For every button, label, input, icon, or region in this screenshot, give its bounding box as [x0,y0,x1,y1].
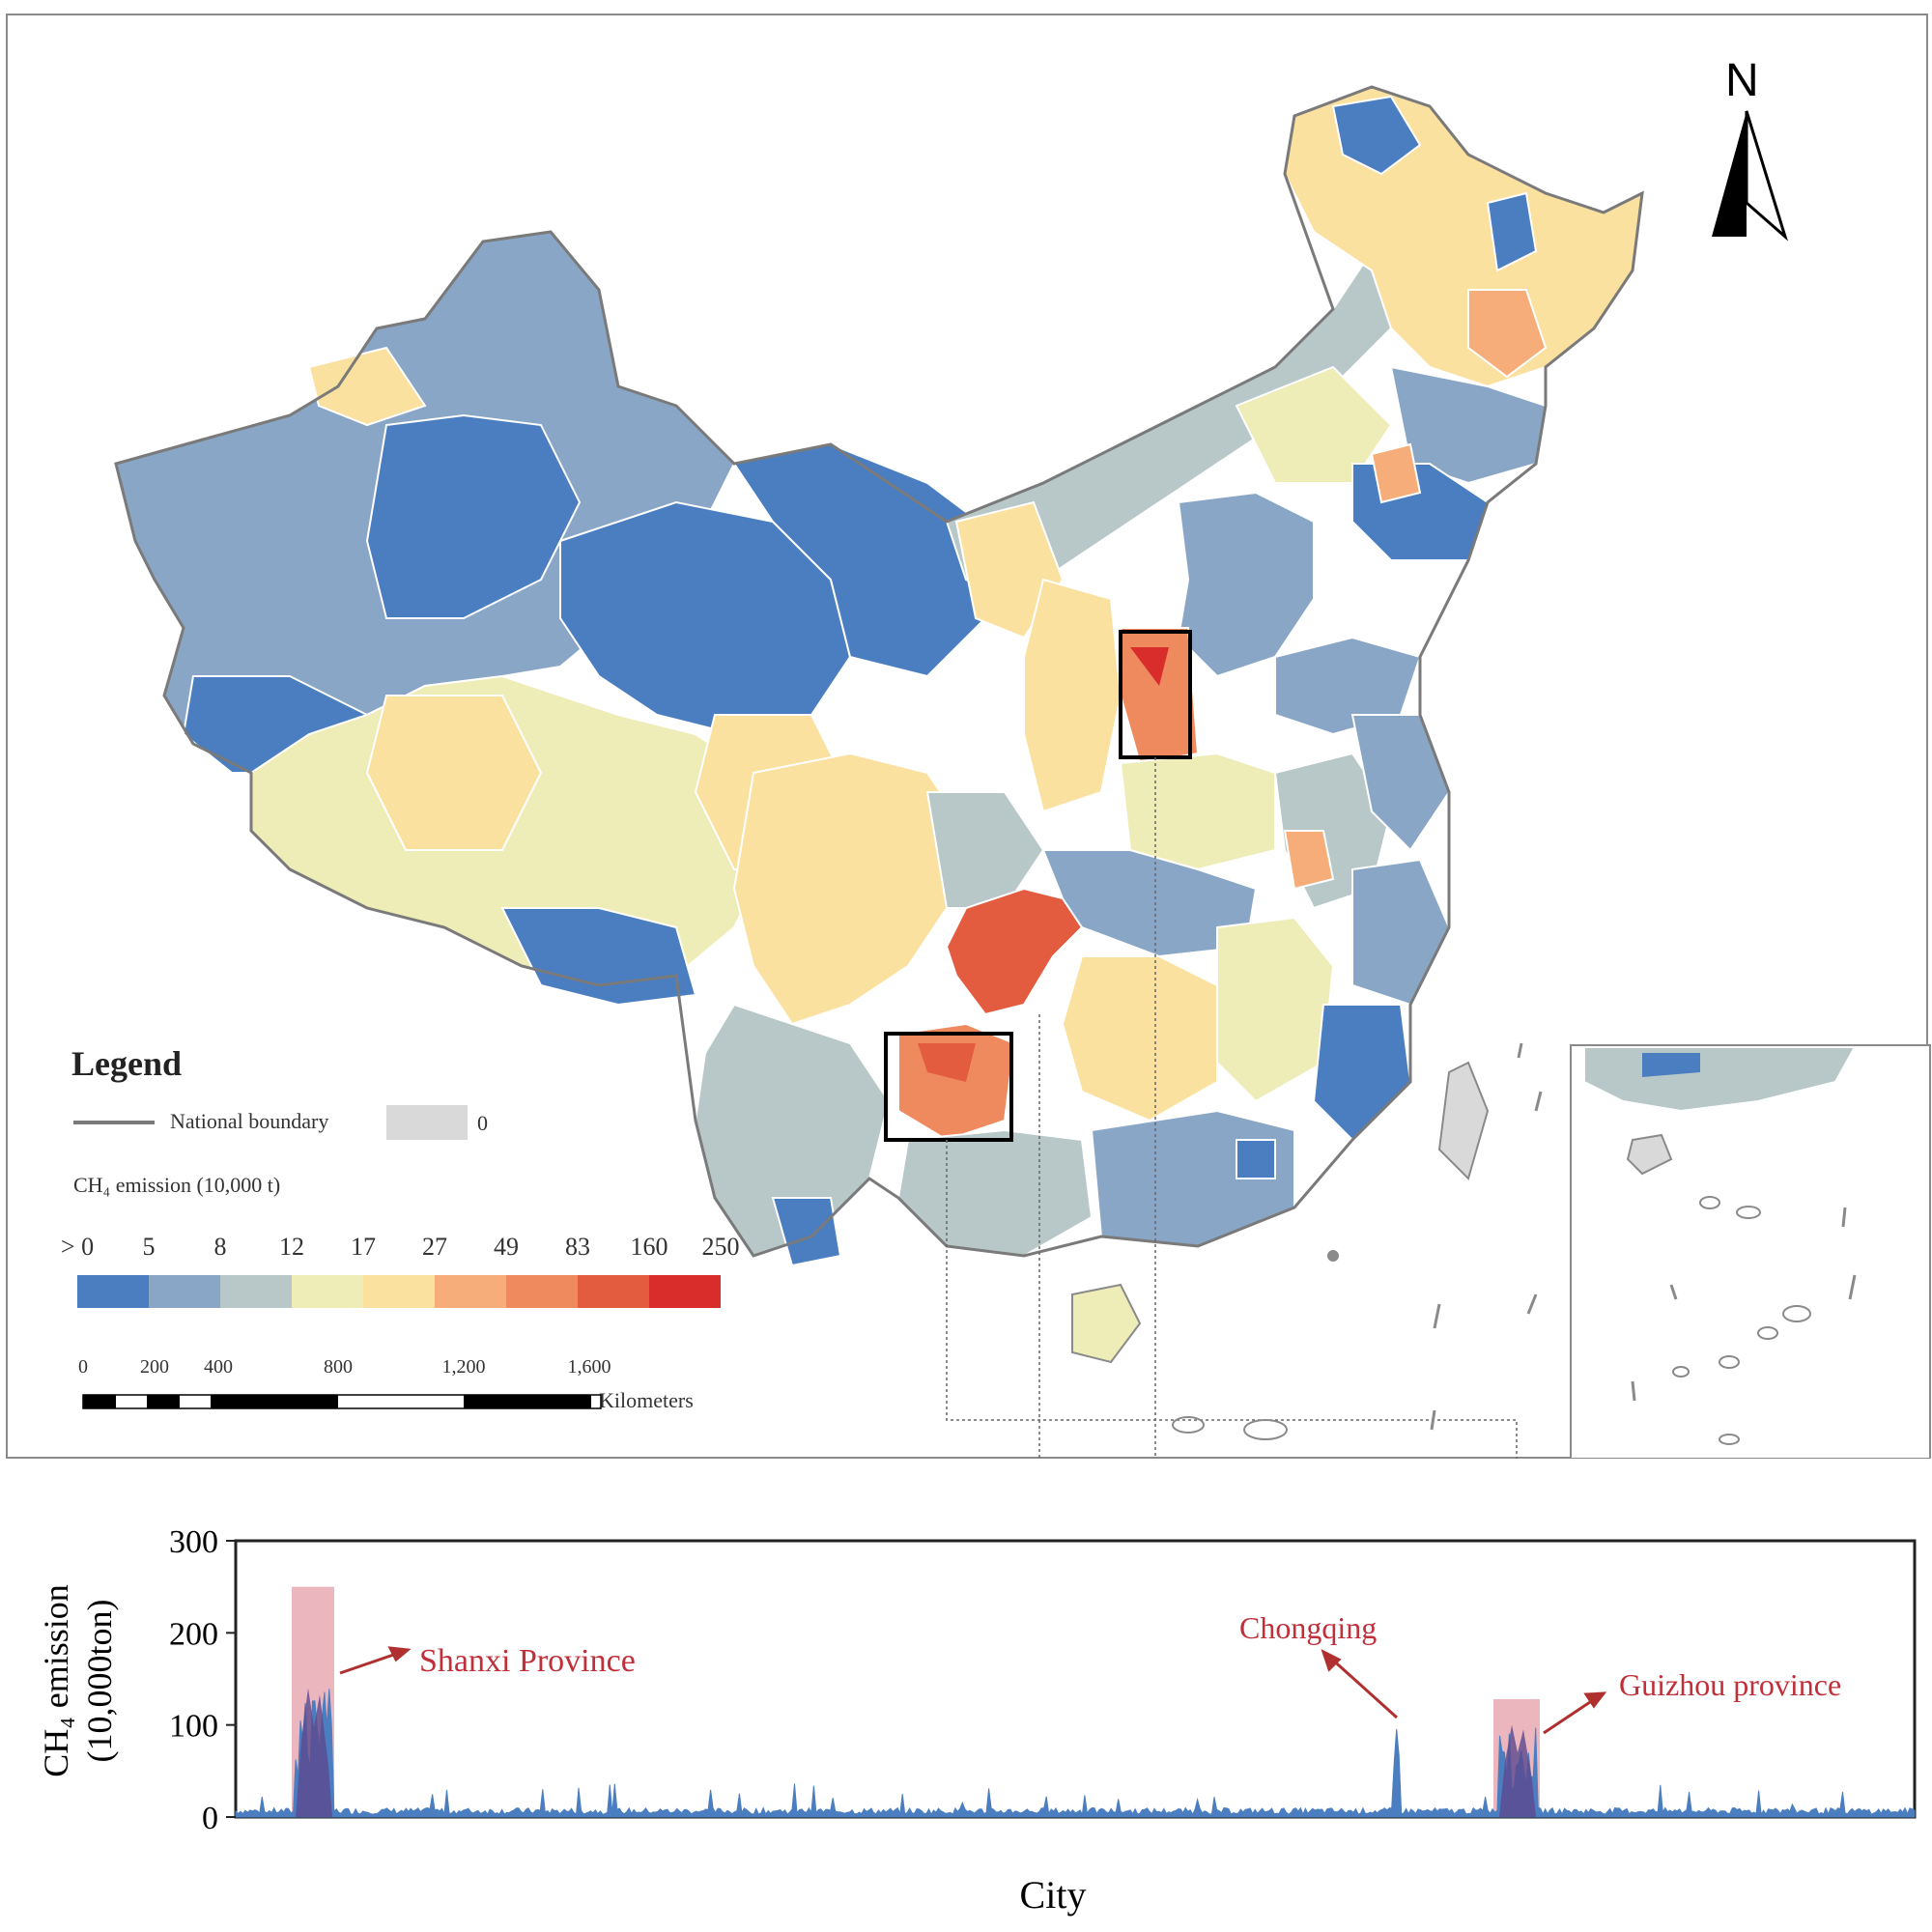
region-guangxi [896,1128,1094,1258]
legend-swatch-0 [77,1275,149,1308]
region-hebei [1177,491,1315,678]
scale-tick-label: 1,600 [567,1356,611,1378]
chart-peaks [296,1688,1536,1817]
region-tibet-yellow [365,695,543,851]
legend-break-label: 160 [630,1233,668,1261]
scale-tick-label: 400 [204,1356,233,1378]
region-taiwan [1437,1061,1490,1180]
annotation-arrows [339,1646,1607,1735]
peak-area [296,1688,332,1817]
legend-swatch-2 [220,1275,292,1308]
legend-break-label: 49 [494,1233,519,1261]
legend-zero-swatch [386,1105,468,1140]
region-fujian [1312,1004,1412,1142]
legend-swatch-3 [292,1275,363,1308]
region-liaoning-orange [1370,442,1422,504]
peak-area [1499,1724,1536,1817]
legend-swatch-8 [649,1275,721,1308]
y-tick-label: 200 [169,1616,218,1652]
national-boundary [114,85,1644,1258]
legend-zero-label: 0 [477,1111,488,1135]
legend-title: Legend [71,1044,183,1083]
legend-swatch-4 [363,1275,435,1308]
scale-tick-label: 200 [140,1356,169,1378]
region-shaanxi [1023,578,1122,813]
region-guangdong-dark [1236,1139,1276,1179]
map-frame [6,14,1928,1459]
annotation-shanxi: Shanxi Province [419,1643,636,1679]
y-axis-label-line2: (10,000ton) [80,1600,119,1763]
legend-boundary-label: National boundary [170,1109,329,1133]
inset-frame [1570,1044,1931,1459]
emission-series [235,1689,1916,1818]
guizhou-highlight-box [884,1032,1013,1142]
scale-tick-label: 1,200 [441,1356,486,1378]
islands [1172,1042,1543,1440]
region-heilongjiang-dark [1331,95,1422,176]
region-hainan [1071,1283,1142,1364]
region-gansu [732,442,1007,678]
north-arrow-icon [1712,110,1788,242]
y-tick-label: 100 [169,1709,218,1745]
legend-break-label: 27 [422,1233,447,1261]
region-guizhou-red [918,1043,976,1082]
legend-swatch-5 [435,1275,506,1308]
annotation-chongqing: Chongqing [1239,1610,1377,1645]
region-heilongjiang-orange [1467,289,1548,379]
y-axis-ticks: 0 100 200 300 [169,1524,236,1836]
legend-emission-title: CH₄ emission (10,000 t) [73,1173,281,1197]
region-henan [1119,752,1276,871]
scale-tick-label: 800 [324,1356,353,1378]
legend-break-label: 250 [701,1233,740,1261]
y-axis-label-line1: CH₄ emission [37,1584,75,1777]
annotation-guizhou: Guizhou province [1619,1667,1841,1702]
legend-color-ramp [77,1275,721,1308]
legend-break-label: 5 [142,1233,156,1261]
region-chongqing [945,887,1084,1016]
north-label: N [1725,55,1759,106]
region-xinjiang-dark [365,413,582,619]
leader-line-shanxi [1154,757,1156,1459]
legend-break-label: > 0 [60,1233,95,1261]
region-sichuan-east [925,791,1045,909]
region-guizhou [897,1022,1016,1142]
region-heilongjiang-blue [1486,191,1538,272]
legend-swatch-1 [149,1275,220,1308]
scale-tick-label: 0 [78,1356,88,1378]
legend-break-label: 12 [279,1233,304,1261]
legend-swatch-6 [506,1275,578,1308]
y-tick-label: 0 [202,1801,218,1836]
china-map [73,85,1931,1459]
region-shanxi-red [1130,647,1169,686]
region-hunan [1061,955,1218,1122]
leader-line-guizhou [946,1140,1518,1459]
region-yunnan-dark [771,1197,842,1267]
legend-break-label: 17 [351,1233,376,1261]
inset-map [1583,1046,1857,1445]
scale-unit: Kilometers [599,1388,694,1412]
region-zhejiang [1351,858,1451,1007]
emission-chart: 0 100 200 300 CH₄ emission (10,000ton) City… [37,1524,1917,1917]
legend-swatch-7 [578,1275,649,1308]
scale-bar [82,1394,602,1409]
legend-break-label: 8 [213,1233,227,1261]
y-tick-label: 300 [169,1524,218,1560]
region-jiangsu [1350,714,1451,852]
region-sichuan [732,752,968,1026]
legend-break-label: 83 [565,1233,590,1261]
region-anhui-orange [1283,830,1335,891]
x-axis-label: City [1020,1873,1087,1917]
